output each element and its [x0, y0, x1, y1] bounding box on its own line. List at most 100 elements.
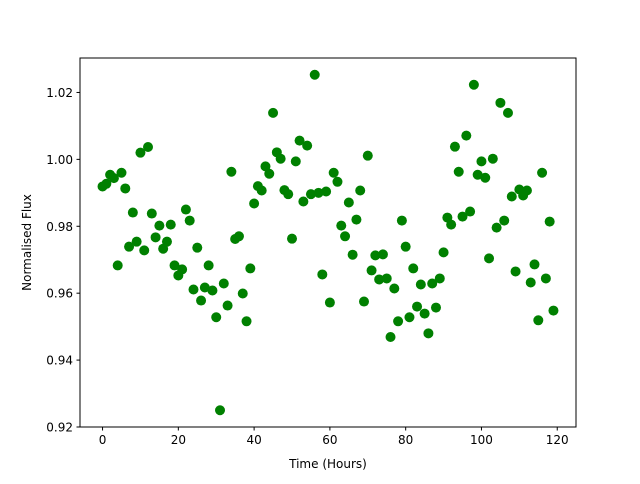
data-point	[226, 166, 237, 177]
data-point	[366, 265, 377, 276]
data-point	[180, 204, 191, 215]
data-point	[324, 297, 335, 308]
data-point	[245, 263, 256, 274]
data-point	[264, 168, 275, 179]
data-point	[222, 300, 233, 311]
data-point	[343, 197, 354, 208]
data-point	[502, 107, 513, 118]
y-axis: 0.92 0.94 0.96 0.98 1.00 1.02	[46, 86, 80, 435]
data-point	[408, 263, 419, 274]
data-point	[165, 219, 176, 230]
data-point	[302, 140, 313, 151]
data-point	[290, 156, 301, 167]
x-tick-label: 80	[398, 433, 413, 447]
data-point	[506, 191, 517, 202]
data-point	[358, 296, 369, 307]
y-axis-label: Normalised Flux	[20, 194, 34, 291]
data-point	[419, 308, 430, 319]
data-point	[423, 328, 434, 339]
data-point	[112, 260, 123, 271]
data-point	[116, 167, 127, 178]
data-point	[260, 161, 271, 172]
data-point	[287, 233, 298, 244]
data-point	[510, 266, 521, 277]
data-point	[377, 249, 388, 260]
data-point	[328, 167, 339, 178]
x-tick-label: 0	[99, 433, 107, 447]
data-point	[336, 220, 347, 231]
data-point	[381, 273, 392, 284]
data-point	[412, 301, 423, 312]
data-point	[298, 196, 309, 207]
data-point	[169, 260, 180, 271]
data-point	[537, 167, 548, 178]
data-point	[161, 236, 172, 247]
y-tick-label: 0.98	[46, 220, 73, 234]
data-point	[313, 187, 324, 198]
data-point	[131, 236, 142, 247]
x-tick-label: 40	[246, 433, 261, 447]
data-point	[101, 178, 112, 189]
x-tick-label: 60	[322, 433, 337, 447]
data-point	[457, 211, 468, 222]
data-point	[499, 215, 510, 226]
data-point	[215, 405, 226, 416]
data-point	[525, 277, 536, 288]
data-point	[143, 141, 154, 152]
data-point	[241, 316, 252, 327]
x-tick-label: 120	[546, 433, 569, 447]
data-point	[283, 189, 294, 200]
data-point	[400, 241, 411, 252]
data-point	[108, 173, 119, 184]
data-point	[127, 207, 138, 218]
data-point	[484, 253, 495, 264]
y-tick-label: 1.02	[46, 86, 73, 100]
data-point	[347, 249, 358, 260]
data-point	[340, 231, 351, 242]
data-point	[427, 278, 438, 289]
data-point	[415, 279, 426, 290]
data-point	[154, 220, 165, 231]
data-point	[199, 282, 210, 293]
data-point	[529, 259, 540, 270]
data-point	[294, 135, 305, 146]
data-point	[370, 250, 381, 261]
data-point	[465, 206, 476, 217]
data-point	[491, 222, 502, 233]
data-point	[196, 295, 207, 306]
data-point	[393, 316, 404, 327]
data-point	[177, 264, 188, 275]
data-points	[97, 69, 559, 416]
y-tick-label: 0.92	[46, 421, 73, 435]
data-point	[120, 183, 131, 194]
data-point	[385, 332, 396, 343]
data-point	[192, 242, 203, 253]
data-point	[449, 141, 460, 152]
data-point	[317, 269, 328, 280]
data-point	[207, 285, 218, 296]
x-axis-label: Time (Hours)	[288, 457, 367, 471]
data-point	[487, 153, 498, 164]
data-point	[446, 219, 457, 230]
data-point	[256, 185, 267, 196]
x-tick-label: 100	[470, 433, 493, 447]
data-point	[135, 147, 146, 158]
data-point	[150, 232, 161, 243]
axes-frame	[79, 57, 577, 428]
data-point	[124, 241, 135, 252]
data-point	[468, 79, 479, 90]
data-point	[309, 69, 320, 80]
data-point	[480, 172, 491, 183]
data-point	[521, 185, 532, 196]
data-point	[389, 283, 400, 294]
data-point	[146, 208, 157, 219]
data-point	[249, 198, 260, 209]
data-point	[237, 288, 248, 299]
data-point	[544, 216, 555, 227]
data-point	[268, 107, 279, 118]
data-point	[396, 215, 407, 226]
data-point	[139, 245, 150, 256]
data-point	[374, 274, 385, 285]
x-axis: 0 20 40 60 80 100 120	[99, 427, 569, 447]
